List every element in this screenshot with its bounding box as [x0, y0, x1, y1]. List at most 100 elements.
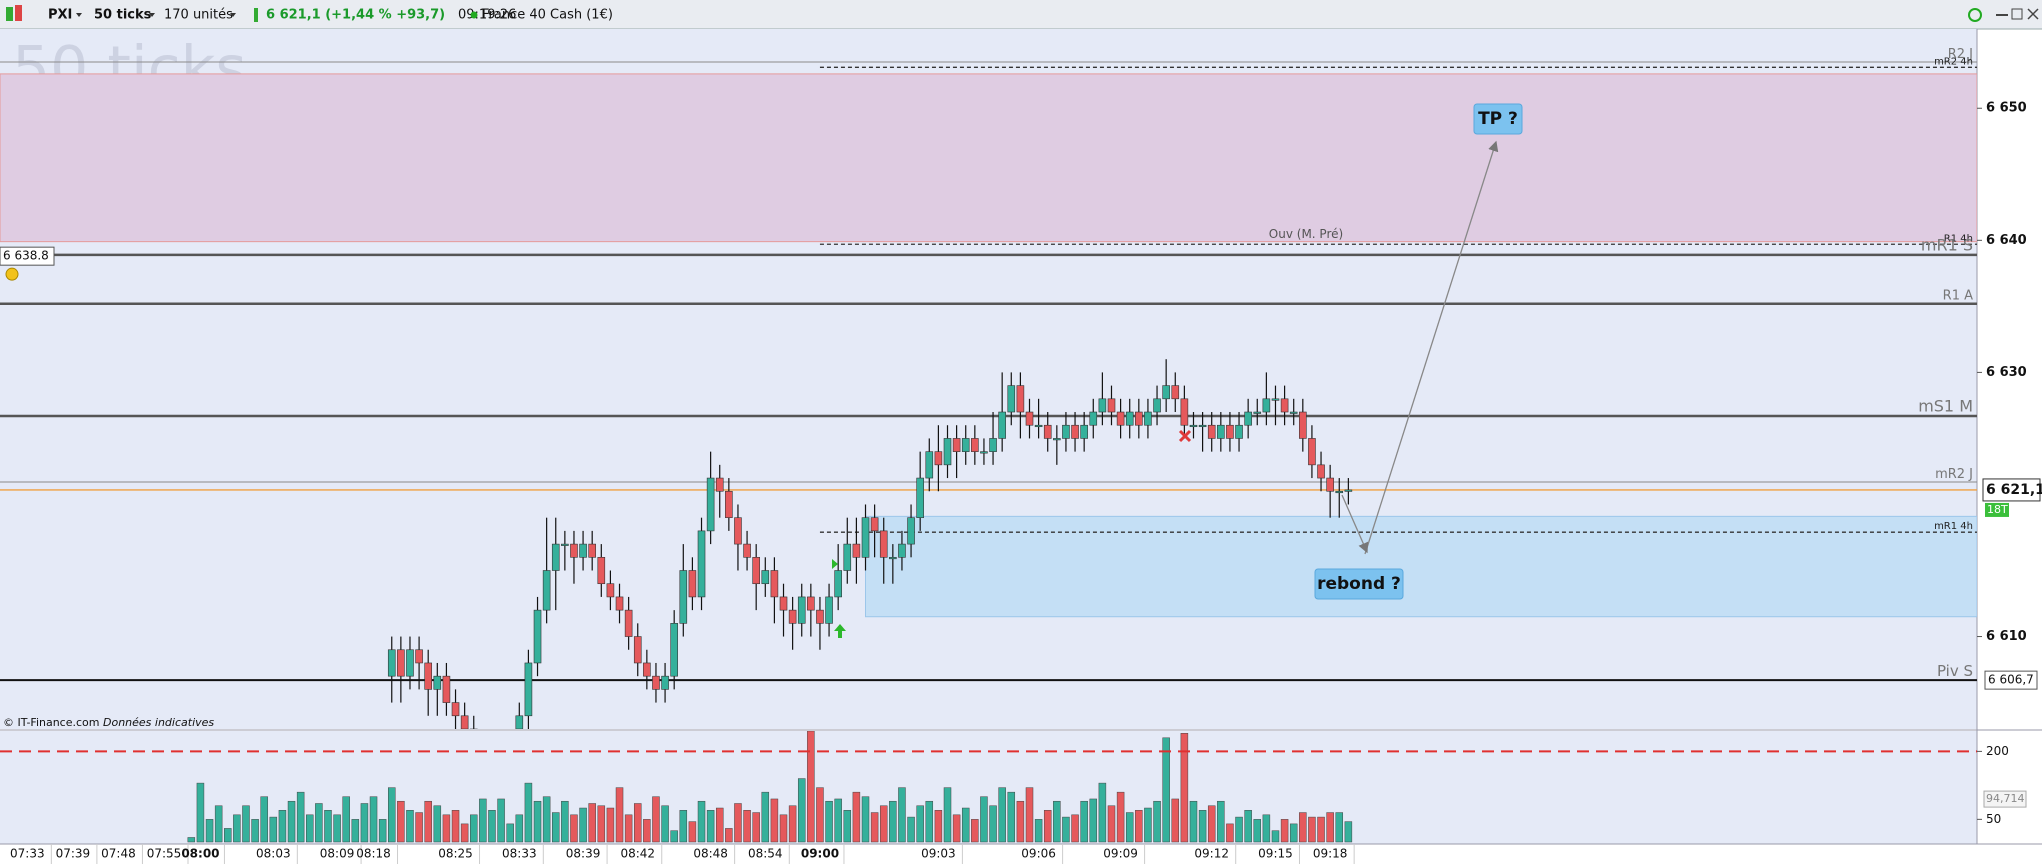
quote-time: 09:19:26 — [458, 8, 516, 23]
candle-body — [661, 675, 669, 690]
ma-label: 94,714 — [1986, 792, 2025, 805]
volume-bar — [825, 800, 833, 843]
x-tick-label: 08:42 — [620, 847, 655, 861]
volume-bar — [324, 810, 332, 843]
volume-bar — [306, 814, 314, 843]
dropdown[interactable] — [230, 13, 236, 17]
volume-bar — [1226, 823, 1234, 843]
candle-body — [1107, 398, 1116, 413]
candle-body — [606, 583, 615, 598]
candle-body — [1025, 411, 1034, 426]
last-price-box — [1982, 478, 2041, 502]
volume-bar — [1071, 814, 1079, 843]
level-label: mS1 M — [1918, 396, 1973, 415]
volume-bar — [424, 800, 432, 843]
zone — [865, 515, 1977, 618]
sell-marker — [1178, 429, 1192, 443]
volume-bar — [1125, 812, 1134, 843]
volume-bar — [1253, 819, 1262, 843]
candle-body — [797, 596, 806, 624]
volume-bar — [807, 731, 815, 843]
volume-bar — [934, 810, 943, 843]
candle-body — [1016, 385, 1025, 413]
candle-body — [1262, 398, 1271, 413]
x-tick-label: 09:15 — [1258, 847, 1293, 861]
volume-bar — [770, 798, 779, 843]
volume-bar — [652, 796, 660, 843]
candle-body — [1253, 411, 1262, 414]
candle-body — [442, 675, 451, 703]
quote: 6 621,1 (+1,44 % +93,7) — [266, 8, 445, 23]
logo-icon — [15, 5, 22, 21]
volume-bar — [551, 812, 560, 843]
candle-body — [633, 636, 642, 664]
candle-body — [770, 570, 779, 598]
volume-bar — [1162, 737, 1170, 843]
x-tick-label: 09:12 — [1194, 847, 1229, 861]
candle-body — [1289, 411, 1298, 414]
volume-bar — [852, 791, 861, 843]
volume-bar — [1144, 807, 1152, 843]
volume-bar — [251, 819, 259, 843]
level-label: mR2 J — [1935, 467, 1973, 482]
candle-body — [524, 662, 533, 717]
alert-box — [0, 246, 55, 266]
alert-bell[interactable] — [5, 267, 19, 281]
candle-body — [1116, 411, 1125, 426]
level-label: mR1 S — [1921, 235, 1973, 254]
volume-bar — [1299, 812, 1307, 843]
volume-bar — [1198, 810, 1207, 843]
y-tick-label: 6 640 — [1986, 233, 2027, 248]
volume-bar — [861, 796, 870, 843]
level-label: Piv S — [1937, 662, 1973, 680]
candle-body — [561, 543, 569, 546]
candle-body — [870, 517, 879, 532]
candle-body — [734, 517, 742, 545]
candle-body — [1125, 411, 1134, 426]
annotation-arrow — [1341, 494, 1369, 554]
maximize[interactable] — [2011, 8, 2023, 20]
dropdown[interactable] — [76, 13, 82, 17]
x-tick-label: 07:39 — [56, 847, 91, 861]
refresh-icon[interactable] — [1968, 8, 1982, 22]
volume-bar — [1025, 787, 1034, 843]
volume-bar — [397, 800, 405, 843]
volume-bar — [1098, 782, 1107, 843]
candle-body — [807, 596, 815, 611]
y-tick-label: 6 630 — [1986, 365, 2027, 380]
volume-bar — [1289, 823, 1298, 843]
volume-bar — [952, 814, 961, 843]
symbol[interactable]: PXI — [48, 8, 72, 23]
candle-body — [952, 438, 961, 452]
candle-body — [1344, 489, 1353, 492]
close[interactable] — [2027, 8, 2039, 20]
candle-body — [1043, 424, 1052, 439]
volume-bar — [360, 803, 369, 843]
volume-bar — [752, 812, 760, 843]
volume-bar — [961, 807, 970, 843]
candle-body — [843, 543, 852, 571]
volume-bar — [907, 816, 915, 843]
volume-bar — [989, 805, 997, 843]
volume-bar — [879, 805, 888, 843]
x-tick-label: 08:33 — [502, 847, 537, 861]
candle-body — [688, 570, 697, 598]
candle-body — [579, 543, 587, 558]
candle-body — [397, 649, 405, 677]
volume-bar — [715, 807, 724, 843]
volume-bar — [497, 798, 505, 843]
volume-bar — [725, 828, 733, 843]
volume-bar — [925, 800, 934, 843]
volume-bar — [260, 796, 268, 843]
dropdown[interactable] — [149, 13, 155, 17]
volume-bar — [479, 798, 487, 843]
candle-body — [643, 662, 651, 677]
quantity[interactable]: 170 unités — [164, 8, 233, 23]
x-tick-label: 08:54 — [748, 847, 783, 861]
period[interactable]: 50 ticks — [94, 8, 152, 23]
volume-bar — [1107, 805, 1116, 843]
candle-body — [1189, 424, 1198, 428]
volume-bar — [1116, 791, 1125, 843]
logo-icon — [6, 7, 13, 21]
volume-bar — [797, 778, 806, 843]
